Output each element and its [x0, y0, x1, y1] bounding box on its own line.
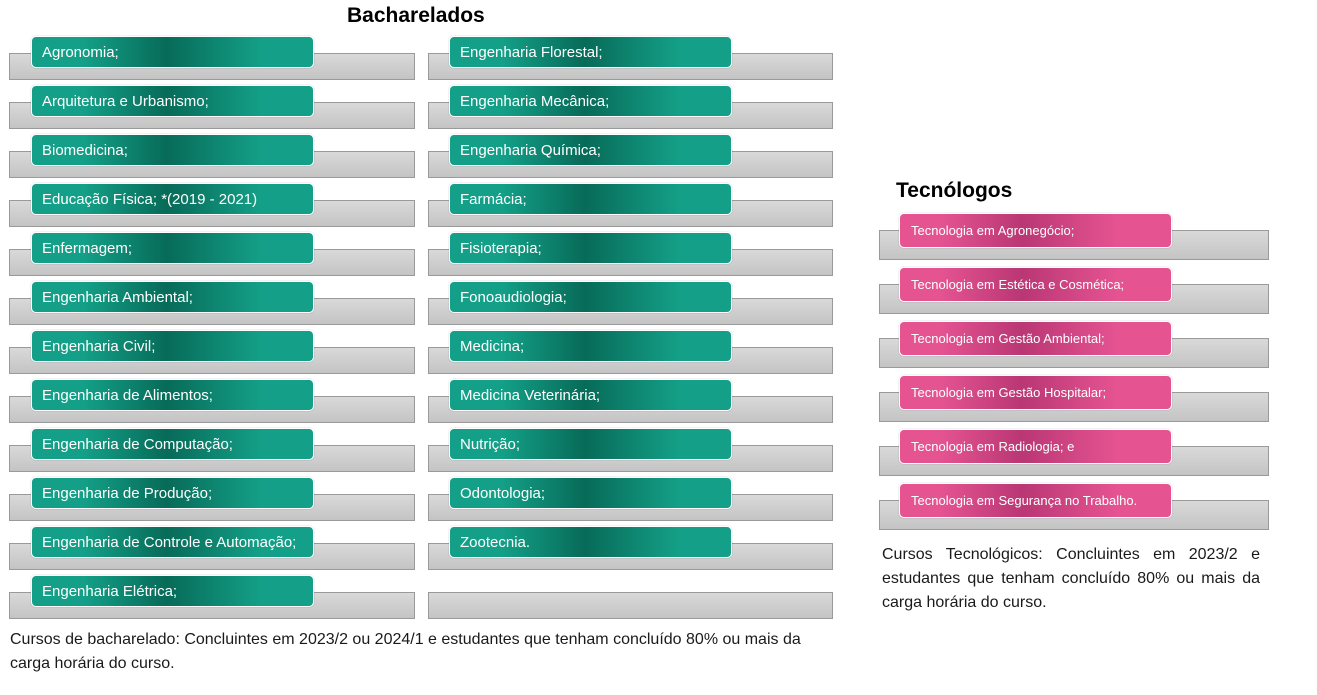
course-item: Engenharia Química;: [449, 134, 732, 166]
course-item: Zootecnia.: [449, 526, 732, 558]
bacharelados-note: Cursos de bacharelado: Concluintes em 20…: [10, 631, 801, 672]
course-item: Nutrição;: [449, 428, 732, 460]
course-item: Engenharia Mecânica;: [449, 85, 732, 117]
course-item: Engenharia de Computação;: [31, 428, 314, 460]
course-item: Engenharia Florestal;: [449, 36, 732, 68]
course-item: Farmácia;: [449, 183, 732, 215]
course-item: Fisioterapia;: [449, 232, 732, 264]
course-item: Engenharia de Controle e Automação;: [31, 526, 314, 558]
course-item: Arquitetura e Urbanismo;: [31, 85, 314, 117]
list-row-background: [428, 592, 833, 619]
course-item: Tecnologia em Gestão Hospitalar;: [899, 375, 1172, 410]
course-item: Odontologia;: [449, 477, 732, 509]
course-item: Tecnologia em Radiologia; e: [899, 429, 1172, 464]
course-item: Tecnologia em Agronegócio;: [899, 213, 1172, 248]
course-item: Tecnologia em Segurança no Trabalho.: [899, 483, 1172, 518]
course-item: Fonoaudiologia;: [449, 281, 732, 313]
course-item: Engenharia Ambiental;: [31, 281, 314, 313]
course-item: Educação Física; *(2019 - 2021): [31, 183, 314, 215]
bacharelados-title: Bacharelados: [347, 4, 485, 27]
tecnologos-note: Cursos Tecnológicos: Concluintes em 2023…: [882, 546, 1260, 611]
course-item: Enfermagem;: [31, 232, 314, 264]
course-item: Medicina;: [449, 330, 732, 362]
course-item: Engenharia de Produção;: [31, 477, 314, 509]
course-item: Engenharia Civil;: [31, 330, 314, 362]
course-item: Medicina Veterinária;: [449, 379, 732, 411]
course-item: Tecnologia em Estética e Cosmética;: [899, 267, 1172, 302]
course-item: Biomedicina;: [31, 134, 314, 166]
course-item: Tecnologia em Gestão Ambiental;: [899, 321, 1172, 356]
course-item: Engenharia Elétrica;: [31, 575, 314, 607]
course-item: Agronomia;: [31, 36, 314, 68]
tecnologos-title: Tecnólogos: [896, 179, 1013, 202]
course-item: Engenharia de Alimentos;: [31, 379, 314, 411]
